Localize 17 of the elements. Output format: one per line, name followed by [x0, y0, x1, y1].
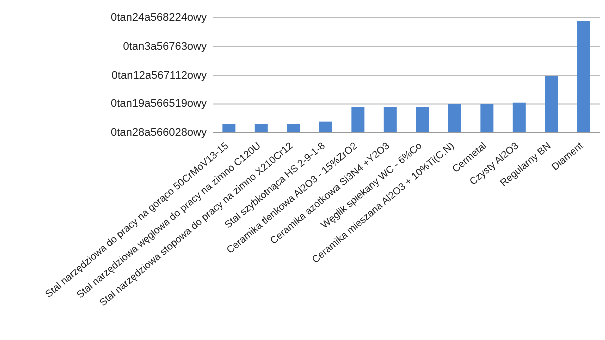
bar: [512, 102, 526, 133]
bar: [448, 104, 462, 133]
bar: [384, 107, 397, 133]
bar: [319, 122, 332, 133]
text: 0tan28a566028owy: [110, 126, 207, 140]
bar: [545, 76, 558, 133]
bar: [416, 107, 430, 133]
bar: [222, 124, 236, 133]
text: 0tan3a56763owy: [123, 40, 207, 54]
bar: [577, 21, 590, 133]
bar: [287, 124, 300, 133]
text: 0tan24a568224owy: [110, 11, 207, 25]
text: 0tan12a567112owy: [112, 68, 207, 82]
bar: [480, 104, 494, 133]
bar: [254, 124, 268, 133]
bar: [352, 107, 365, 133]
text: 0tan19a566519owy: [110, 97, 207, 112]
